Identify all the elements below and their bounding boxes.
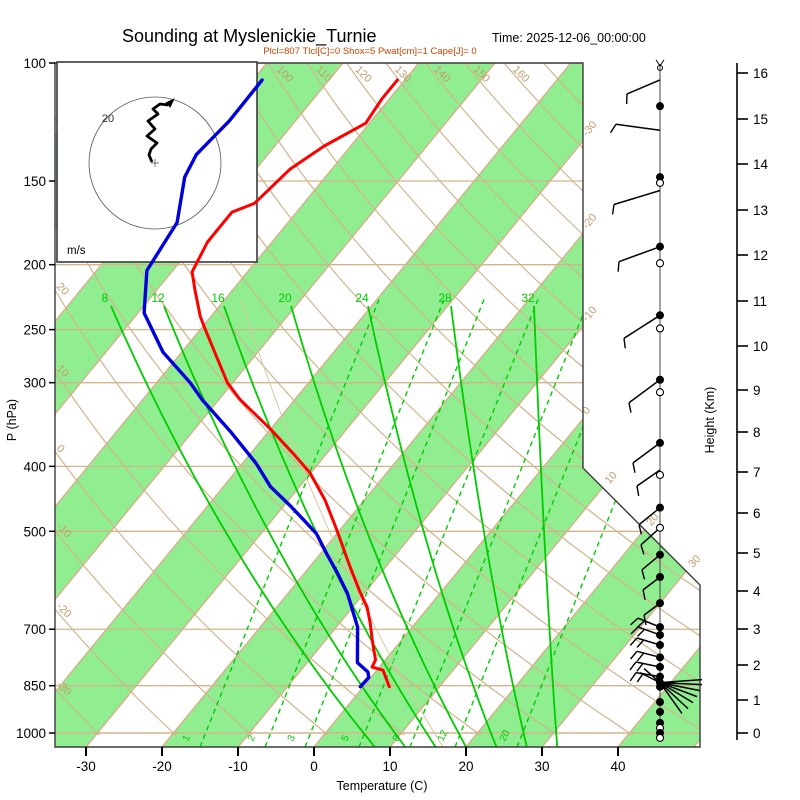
svg-text:16: 16 [753,66,768,81]
svg-text:13: 13 [753,203,768,218]
svg-text:250: 250 [23,323,46,338]
svg-text:160: 160 [510,64,531,85]
svg-text:120: 120 [352,64,373,85]
svg-text:28: 28 [438,291,452,305]
temperature-curve [190,78,399,689]
svg-text:20: 20 [102,113,114,125]
svg-text:3: 3 [753,622,761,637]
svg-text:Height (Km): Height (Km) [703,387,717,454]
svg-text:20: 20 [498,728,513,743]
svg-text:10: 10 [603,469,620,486]
svg-text:20: 20 [54,281,71,298]
svg-text:100: 100 [23,56,46,71]
svg-text:1000: 1000 [16,726,46,741]
svg-text:0: 0 [753,726,761,741]
svg-text:1: 1 [181,733,194,743]
svg-text:-30: -30 [76,759,96,774]
wind-barbs [609,59,703,742]
svg-text:700: 700 [23,622,46,637]
svg-text:8: 8 [102,291,109,305]
sounding-profiles [142,78,399,689]
svg-text:24: 24 [355,291,369,305]
svg-text:16: 16 [211,291,225,305]
thermo-params-line: Plcl=807 Tlcl[C]=0 Shox=5 Pwat[cm]=1 Cap… [263,46,477,57]
svg-text:0: 0 [310,759,318,774]
svg-text:-20: -20 [54,601,74,621]
svg-text:2: 2 [753,658,761,673]
svg-text:5: 5 [753,546,761,561]
svg-text:1: 1 [753,693,761,708]
svg-text:20: 20 [278,291,292,305]
svg-text:200: 200 [23,258,46,273]
dewpoint-curve [142,78,371,689]
svg-text:30: 30 [534,759,549,774]
svg-text:15: 15 [753,112,768,127]
svg-text:11: 11 [753,294,767,309]
svg-text:14: 14 [753,157,769,172]
svg-text:-20: -20 [152,759,172,774]
svg-text:8: 8 [391,733,404,743]
svg-text:Temperature (C): Temperature (C) [337,779,428,793]
svg-text:400: 400 [23,459,46,474]
svg-text:12: 12 [151,291,165,305]
page-title: Sounding at Myslenickie_Turnie [122,26,377,46]
svg-text:32: 32 [521,291,535,305]
time-stamp: Time: 2025-12-06_00:00:00 [492,31,646,45]
svg-text:2: 2 [246,733,259,743]
svg-text:150: 150 [23,174,46,189]
svg-text:12: 12 [753,248,768,263]
svg-text:10: 10 [753,339,768,354]
svg-text:500: 500 [23,524,46,539]
svg-text:0: 0 [580,404,593,416]
hodograph-inset: 20 m/s [56,61,258,263]
svg-text:5: 5 [340,733,353,743]
svg-text:300: 300 [23,376,46,391]
svg-text:40: 40 [610,759,625,774]
svg-text:4: 4 [753,584,761,599]
svg-text:12: 12 [436,728,451,743]
svg-text:850: 850 [23,679,46,694]
svg-text:-10: -10 [228,759,248,774]
svg-text:7: 7 [753,465,761,480]
svg-text:8: 8 [753,425,761,440]
svg-text:3: 3 [286,733,299,743]
svg-text:20: 20 [458,759,473,774]
svg-text:m/s: m/s [67,245,86,257]
svg-text:P (hPa): P (hPa) [5,399,19,441]
svg-text:6: 6 [753,506,761,521]
svg-text:30: 30 [686,553,703,570]
svg-text:10: 10 [382,759,397,774]
svg-text:9: 9 [753,383,761,398]
